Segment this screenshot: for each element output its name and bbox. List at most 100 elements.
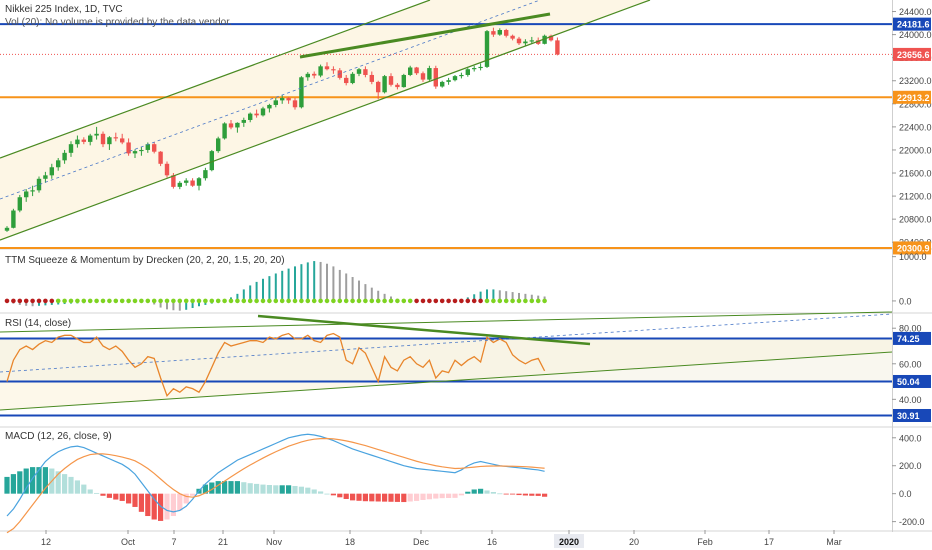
ttm-squeeze-dot xyxy=(318,298,323,304)
candle-body xyxy=(459,74,464,77)
ttm-squeeze-dot xyxy=(171,298,176,304)
macd-hist-bar xyxy=(190,493,196,496)
candle-body xyxy=(542,35,547,44)
rsi-label-74.25: 74.25 xyxy=(897,334,920,344)
candle-body xyxy=(260,108,266,116)
axis-tick-label: 22000.0 xyxy=(899,145,932,155)
ttm-squeeze-dot xyxy=(516,298,522,304)
macd-hist-bar xyxy=(369,493,375,502)
ttm-squeeze-dot xyxy=(209,298,215,304)
ttm-squeeze-dot xyxy=(151,298,157,304)
time-tick-label: 20 xyxy=(629,537,639,547)
macd-hist-bar xyxy=(292,485,298,494)
macd-hist-bar xyxy=(183,493,189,504)
macd-hist-bar xyxy=(350,493,356,501)
macd-hist-bar xyxy=(247,483,253,494)
ttm-squeeze-dot xyxy=(375,298,381,304)
macd-hist-bar xyxy=(145,493,151,517)
axis-tick-label: 23200.0 xyxy=(899,76,932,86)
candle-body xyxy=(299,77,304,108)
candle-body xyxy=(4,227,10,231)
axis-tick-label: 40.00 xyxy=(899,395,922,405)
time-tick-label: 12 xyxy=(41,537,51,547)
price-label-24181.6-bg xyxy=(893,17,931,31)
macd-hist-bar xyxy=(484,490,490,494)
macd-hist-bar xyxy=(151,493,157,520)
macd-hist-bar xyxy=(209,482,215,494)
macd-hist-bar xyxy=(375,493,381,502)
ttm-squeeze-dot xyxy=(247,298,253,304)
candle-body xyxy=(324,66,330,70)
ttm-squeeze-dot xyxy=(43,298,48,304)
candle-body xyxy=(331,69,336,71)
candle-body xyxy=(510,35,515,39)
macd-hist-bar xyxy=(215,481,221,494)
candle-body xyxy=(369,74,374,82)
candle-body xyxy=(408,67,413,75)
ttm-squeeze-dot xyxy=(62,298,67,304)
macd-hist-bar xyxy=(81,484,87,494)
macd-hist-bar xyxy=(426,493,432,500)
price-label-23656.6: 23656.6 xyxy=(897,50,930,60)
candle-body xyxy=(196,178,202,186)
ttm-squeeze-dot xyxy=(311,298,317,304)
macd-hist-bar xyxy=(362,493,368,502)
ttm-squeeze-dot xyxy=(292,298,298,304)
candle-body xyxy=(472,68,477,70)
axis-tick-label: 21600.0 xyxy=(899,169,932,179)
ttm-squeeze-dot xyxy=(491,298,496,304)
candle-body xyxy=(433,68,438,87)
candle-body xyxy=(216,138,221,152)
ttm-squeeze-dot xyxy=(267,298,272,304)
ttm-squeeze-dot xyxy=(158,298,163,304)
candle-body xyxy=(497,29,502,35)
ttm-squeeze-dot xyxy=(439,298,445,304)
ttm-squeeze-dot xyxy=(343,298,349,304)
macd-hist-bar xyxy=(36,467,42,494)
ttm-squeeze-dot xyxy=(286,298,291,304)
axis-tick-label: 60.00 xyxy=(899,359,922,369)
candle-body xyxy=(24,191,29,198)
macd-hist-bar xyxy=(202,484,208,494)
ttm-squeeze-dot xyxy=(177,298,183,304)
ttm-squeeze-dot xyxy=(241,298,247,304)
macd-hist-bar xyxy=(529,493,535,496)
macd-hist-bar xyxy=(177,493,183,511)
macd-hist-bar xyxy=(394,493,400,502)
candle-body xyxy=(43,175,48,179)
ttm-squeeze-dot xyxy=(363,298,368,304)
ttm-squeeze-dot xyxy=(215,298,221,304)
macd-hist-bar xyxy=(439,493,445,499)
ttm-squeeze-dot xyxy=(94,298,99,304)
candle-body xyxy=(312,73,317,76)
macd-hist-bar xyxy=(273,485,279,494)
ttm-squeeze-dot xyxy=(36,298,42,304)
candle-body xyxy=(30,190,35,192)
candle-body xyxy=(484,31,490,67)
candle-body xyxy=(184,180,189,183)
macd-hist-bar xyxy=(490,491,496,494)
macd-hist-bar xyxy=(337,493,343,498)
ttm-squeeze-dot xyxy=(190,298,195,304)
candle-body xyxy=(145,144,150,150)
macd-hist-bar xyxy=(324,493,330,495)
candle-body xyxy=(478,66,483,69)
time-tick-label: Dec xyxy=(413,537,430,547)
time-tick-label: 2020 xyxy=(559,537,579,547)
macd-hist-bar xyxy=(305,487,311,494)
candle-body xyxy=(395,84,400,88)
drawings-layer xyxy=(0,0,893,411)
candle-body xyxy=(49,167,54,176)
macd-hist-bar xyxy=(62,474,68,494)
ttm-squeeze-dot xyxy=(542,298,547,304)
macd-hist-bar xyxy=(260,484,266,494)
time-tick-label: Mar xyxy=(826,537,842,547)
channel-upper xyxy=(0,0,431,159)
candle-body xyxy=(209,151,214,171)
candle-body xyxy=(344,77,349,84)
macd-hist-bar xyxy=(497,493,503,495)
ttm-squeeze-dot xyxy=(222,298,227,304)
macd-hist-bar xyxy=(433,493,439,499)
macd-hist-bar xyxy=(542,493,548,497)
